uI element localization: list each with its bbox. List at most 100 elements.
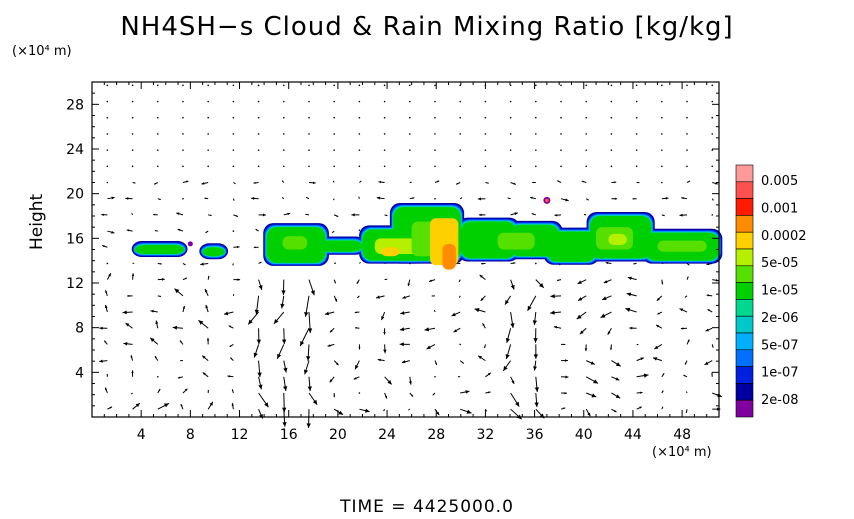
- wind-arrow: [560, 375, 569, 379]
- wind-arrow: [207, 133, 209, 135]
- wind-arrow: [711, 84, 714, 87]
- wind-arrow: [458, 279, 461, 283]
- wind-arrow: [535, 100, 537, 103]
- wind-arrow: [280, 295, 285, 309]
- wind-arrow: [332, 198, 335, 201]
- wind-arrow: [560, 84, 562, 87]
- wind-arrow: [353, 376, 360, 380]
- wind-arrow: [182, 100, 184, 103]
- wind-arrow: [685, 391, 688, 394]
- wind-arrow: [107, 230, 115, 234]
- wind-arrow: [102, 244, 108, 248]
- wind-arrow: [510, 182, 517, 185]
- wind-arrow: [509, 149, 512, 151]
- wind-arrow: [354, 327, 360, 329]
- wind-arrow: [103, 340, 108, 345]
- y-tick-label: 28: [66, 97, 84, 113]
- wind-arrow: [532, 311, 538, 326]
- wind-arrow: [534, 376, 540, 392]
- wind-arrow: [431, 295, 436, 297]
- wind-arrow: [333, 149, 335, 151]
- wind-arrow: [656, 295, 663, 302]
- wind-arrow: [358, 165, 361, 168]
- wind-arrow: [232, 149, 235, 151]
- wind-arrow: [281, 180, 285, 183]
- colorbar-label: 0.0002: [761, 229, 807, 244]
- cloud-core: [497, 232, 535, 250]
- wind-arrow: [579, 327, 587, 335]
- wind-arrow: [633, 262, 637, 265]
- wind-arrow: [554, 213, 562, 217]
- wind-arrow: [157, 295, 162, 298]
- wind-arrow: [383, 116, 386, 119]
- wind-arrow: [655, 324, 663, 329]
- wind-arrow: [605, 261, 612, 265]
- wind-arrow: [156, 84, 159, 87]
- wind-arrow: [484, 133, 487, 135]
- wind-arrow: [434, 116, 436, 119]
- wind-arrow: [561, 359, 568, 362]
- wind-arrow: [711, 214, 714, 216]
- wind-arrow: [206, 337, 210, 345]
- wind-arrow: [308, 392, 318, 406]
- wind-arrow: [509, 116, 512, 119]
- wind-arrow: [557, 180, 562, 183]
- wind-arrow: [560, 133, 562, 135]
- colorbar-swatch: [735, 383, 754, 401]
- cloud-region: [546, 231, 597, 262]
- x-tick-label: 4: [137, 427, 146, 443]
- wind-arrow: [154, 230, 158, 232]
- x-tick-label: 44: [624, 427, 642, 443]
- wind-arrow: [156, 116, 159, 119]
- wind-arrow: [661, 165, 663, 168]
- colorbar: 0.005 0.001 0.0002 5e-05 1e-05 2e-06 5e-07 1e-0…: [735, 164, 807, 418]
- wind-arrow: [712, 182, 718, 185]
- colorbar-label: 0.005: [761, 174, 798, 189]
- wind-arrow: [409, 181, 412, 183]
- wind-arrow: [607, 327, 612, 335]
- wind-arrow: [256, 328, 262, 345]
- wind-arrow: [204, 197, 209, 200]
- wind-arrow: [635, 149, 638, 151]
- wind-arrow: [303, 360, 310, 375]
- wind-arrow: [434, 133, 436, 135]
- wind-arrow: [106, 273, 112, 280]
- wind-arrow: [533, 328, 538, 343]
- x-tick-label: 36: [526, 427, 544, 443]
- y-axis: 4 8 12 16 20 24 28: [66, 92, 719, 407]
- wind-arrow: [661, 197, 669, 200]
- wind-arrow: [603, 279, 612, 284]
- wind-arrow: [626, 292, 637, 297]
- wind-arrow: [474, 308, 486, 313]
- cloud-core: [657, 240, 707, 252]
- wind-arrow: [424, 327, 436, 332]
- cloud-region: [319, 240, 363, 252]
- wind-arrow: [308, 84, 310, 87]
- wind-arrow: [530, 196, 536, 200]
- wind-arrow: [711, 149, 714, 151]
- wind-arrow: [384, 278, 388, 281]
- wind-arrow: [375, 295, 385, 299]
- wind-arrow: [308, 149, 310, 151]
- wind-arrow: [611, 181, 617, 184]
- wind-arrow: [354, 311, 360, 314]
- wind-arrow: [505, 344, 512, 360]
- wind-arrow: [182, 263, 186, 266]
- colorbar-swatch: [735, 248, 754, 267]
- wind-arrow: [377, 358, 385, 362]
- wind-arrow: [281, 197, 285, 200]
- wind-arrow: [174, 288, 184, 297]
- wind-arrow: [104, 304, 108, 313]
- wind-arrow: [308, 279, 315, 296]
- wind-arrow: [207, 389, 209, 394]
- colorbar-swatch: [735, 164, 754, 183]
- wind-arrow: [207, 149, 209, 151]
- wind-arrow: [409, 116, 411, 119]
- wind-arrow: [560, 116, 562, 119]
- wind-arrow: [333, 408, 344, 416]
- wind-arrow: [125, 322, 133, 329]
- wind-arrow: [333, 165, 335, 168]
- wind-arrow: [485, 391, 491, 394]
- wind-arrow: [101, 213, 108, 216]
